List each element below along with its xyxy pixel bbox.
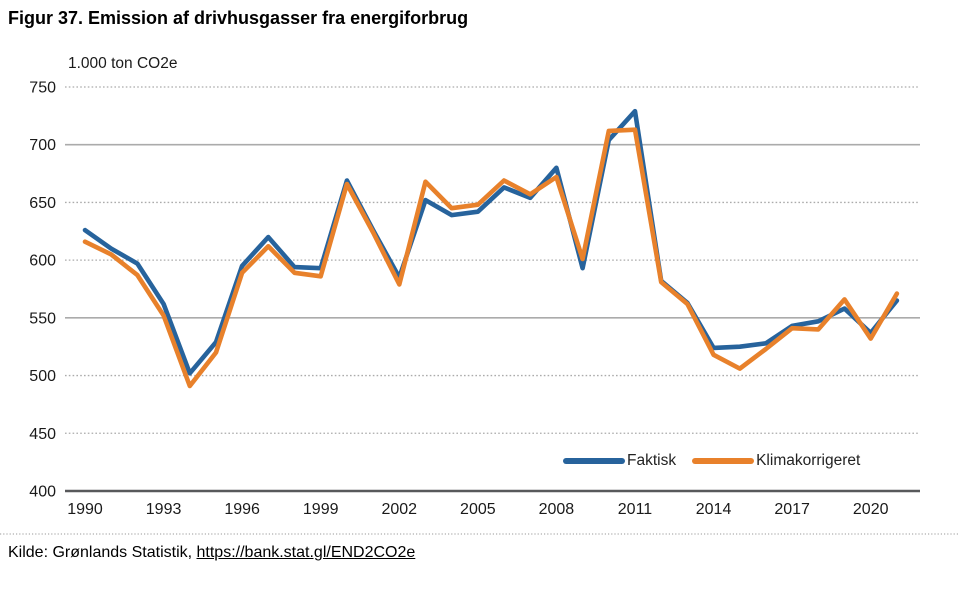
x-tick-label-2002: 2002 xyxy=(381,501,417,518)
legend-item-klimakorrigeret: Klimakorrigeret xyxy=(692,452,860,470)
legend-label-klimakorrigeret: Klimakorrigeret xyxy=(756,452,861,469)
source-citation: Kilde: Grønlands Statistik, https://bank… xyxy=(8,544,415,562)
chart-legend: Faktisk Klimakorrigeret xyxy=(563,452,860,470)
y-tick-label-700: 700 xyxy=(29,137,56,154)
legend-item-faktisk: Faktisk xyxy=(563,452,676,470)
x-tick-label-2014: 2014 xyxy=(696,501,732,518)
source-prefix: Kilde: Grønlands Statistik, xyxy=(8,544,197,561)
y-tick-label-550: 550 xyxy=(29,310,56,327)
x-tick-label-1996: 1996 xyxy=(224,501,260,518)
y-tick-label-500: 500 xyxy=(29,368,56,385)
y-tick-label-750: 750 xyxy=(29,80,56,97)
y-tick-label-400: 400 xyxy=(29,484,56,501)
y-tick-label-600: 600 xyxy=(29,253,56,270)
x-tick-label-1993: 1993 xyxy=(146,501,182,518)
x-tick-label-2005: 2005 xyxy=(460,501,496,518)
series-line-faktisk xyxy=(82,108,900,376)
faktisk-line-swatch xyxy=(563,458,625,464)
source-link[interactable]: https://bank.stat.gl/END2CO2e xyxy=(196,544,416,561)
y-tick-label-450: 450 xyxy=(29,426,56,443)
series-line-klimakorrigeret xyxy=(82,127,900,389)
klimakorrigeret-line-swatch xyxy=(692,458,755,464)
x-tick-label-2011: 2011 xyxy=(618,501,653,518)
figure-title: Figur 37. Emission af drivhusgasser fra … xyxy=(8,8,469,28)
x-tick-label-2008: 2008 xyxy=(539,501,575,518)
emissions-line-chart: 1.000 ton CO2e 400 450 500 550 600 650 700 750 19… xyxy=(0,55,958,535)
legend-label-faktisk: Faktisk xyxy=(627,452,677,469)
x-tick-label-2017: 2017 xyxy=(774,501,810,518)
x-tick-label-1999: 1999 xyxy=(303,501,339,518)
x-tick-label-1990: 1990 xyxy=(67,501,103,518)
y-tick-label-650: 650 xyxy=(29,195,56,212)
y-axis-unit-label: 1.000 ton CO2e xyxy=(68,55,177,72)
x-tick-label-2020: 2020 xyxy=(853,501,889,518)
